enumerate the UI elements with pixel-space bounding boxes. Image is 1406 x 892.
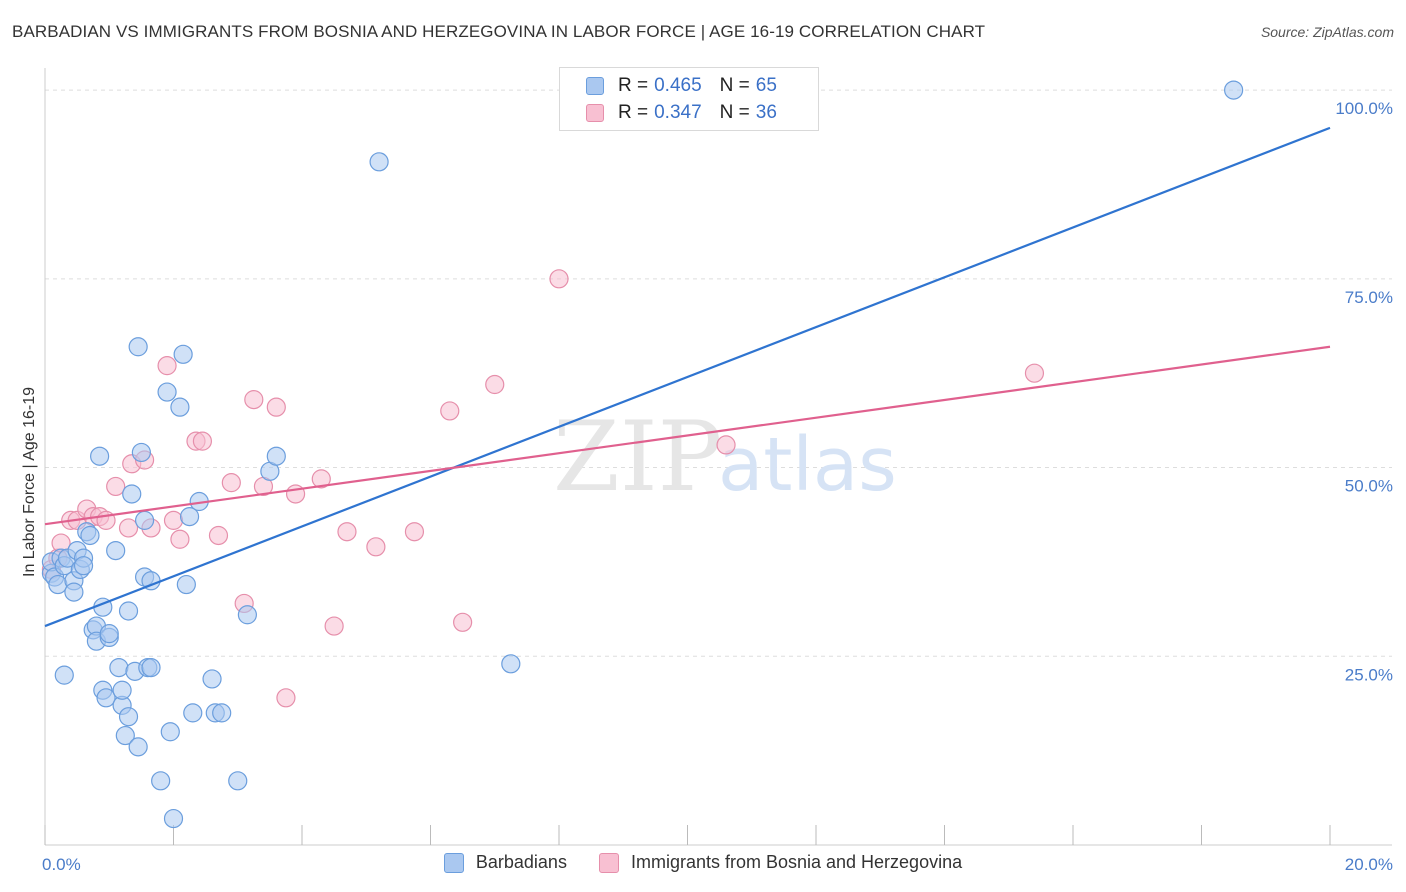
barbadian-point[interactable] — [170, 397, 190, 417]
bosnia-point[interactable] — [157, 356, 177, 376]
barbadian-point[interactable] — [118, 601, 139, 621]
bosnia-point[interactable] — [485, 374, 505, 395]
trend-line-bosnia — [44, 345, 1331, 526]
legend-label-bosnia: Immigrants from Bosnia and Herzegovina — [630, 852, 963, 872]
n-label: N = — [719, 75, 750, 96]
legend-label-barbadians: Barbadians — [475, 852, 567, 872]
bosnia-point[interactable] — [266, 397, 286, 417]
axes — [44, 68, 1392, 846]
r-label: R = — [618, 102, 649, 123]
n-label: N = — [719, 102, 750, 123]
y-tick-label: 50.0% — [1345, 477, 1393, 496]
legend-row-bosnia: R = 0.347 N = 36 — [586, 101, 777, 125]
n-value-bosnia: 36 — [755, 102, 777, 123]
barbadian-point[interactable] — [501, 654, 521, 674]
barbadian-point[interactable] — [176, 574, 196, 595]
r-value-bosnia: 0.347 — [654, 102, 702, 123]
r-label: R = — [618, 75, 649, 96]
y-axis-label: In Labor Force | Age 16-19 — [21, 387, 38, 577]
x-tick-label: 20.0% — [1345, 855, 1393, 874]
barbadian-point[interactable] — [131, 442, 151, 463]
bosnia-point[interactable] — [716, 435, 736, 455]
legend-item-barbadians[interactable]: Barbadians — [443, 852, 567, 873]
barbadian-point[interactable] — [266, 446, 286, 466]
bosnia-point[interactable] — [440, 401, 460, 421]
barbadian-point[interactable] — [128, 337, 148, 357]
chart-title: BARBADIAN VS IMMIGRANTS FROM BOSNIA AND … — [12, 22, 986, 41]
watermark-zip: ZIP — [553, 401, 722, 513]
x-tick-label: 0.0% — [42, 855, 81, 874]
barbadian-point[interactable] — [128, 737, 148, 757]
barbadian-point[interactable] — [151, 771, 171, 791]
bosnia-point[interactable] — [337, 522, 357, 542]
bosnia-point[interactable] — [221, 473, 241, 493]
pink-swatch-icon — [586, 104, 604, 122]
barbadian-point[interactable] — [54, 665, 74, 685]
pink-swatch-icon — [598, 852, 619, 873]
bosnia-point[interactable] — [404, 522, 425, 542]
bosnia-point[interactable] — [1024, 363, 1045, 383]
bosnia-point[interactable] — [366, 537, 386, 557]
barbadian-point[interactable] — [90, 446, 110, 466]
bosnia-point[interactable] — [244, 390, 264, 410]
legend-item-bosnia[interactable]: Immigrants from Bosnia and Herzegovina — [598, 852, 963, 873]
bosnia-point[interactable] — [118, 518, 139, 538]
barbadian-point[interactable] — [106, 540, 126, 561]
barbadian-point[interactable] — [369, 152, 389, 172]
bosnia-point[interactable] — [192, 431, 213, 451]
barbadian-point[interactable] — [73, 556, 94, 576]
barbadian-point[interactable] — [1224, 80, 1244, 100]
barbadian-point[interactable] — [112, 680, 132, 700]
legend-row-barbadians: R = 0.465 N = 65 — [586, 74, 777, 98]
barbadian-point[interactable] — [212, 703, 232, 723]
watermark-atlas: atlas — [718, 422, 897, 508]
bosnia-point[interactable] — [163, 510, 184, 530]
barbadian-point[interactable] — [109, 657, 129, 678]
barbadian-point[interactable] — [64, 582, 84, 602]
series-barbadians-points — [41, 80, 1244, 829]
bosnia-point[interactable] — [549, 269, 569, 289]
bosnia-point[interactable] — [276, 688, 296, 708]
bosnia-point[interactable] — [311, 469, 331, 489]
y-tick-label: 75.0% — [1345, 288, 1393, 307]
n-value-barbadians: 65 — [755, 75, 777, 96]
barbadian-point[interactable] — [80, 525, 100, 546]
stats-legend: R = 0.465 N = 65 R = 0.347 N = 36 — [559, 67, 819, 131]
trend-line-barbadians — [44, 126, 1331, 628]
watermark: ZIP atlas — [553, 401, 897, 513]
barbadian-point[interactable] — [48, 574, 68, 595]
bosnia-point[interactable] — [106, 476, 126, 497]
bosnia-point[interactable] — [324, 616, 344, 636]
barbadian-point[interactable] — [99, 624, 119, 644]
barbadian-point[interactable] — [179, 507, 200, 527]
barbadian-point[interactable] — [163, 808, 184, 829]
y-tick-label: 25.0% — [1345, 665, 1393, 684]
barbadian-point[interactable] — [118, 707, 139, 727]
series-legend: Barbadians Immigrants from Bosnia and He… — [0, 852, 1406, 873]
barbadian-point[interactable] — [237, 605, 257, 625]
barbadian-point[interactable] — [115, 725, 135, 746]
barbadian-point[interactable] — [141, 657, 161, 678]
barbadian-point[interactable] — [202, 669, 222, 689]
barbadian-point[interactable] — [183, 703, 203, 723]
blue-swatch-icon — [443, 852, 464, 873]
tick-labels: 25.0% 50.0% 75.0% 100.0% 0.0% 20.0% — [42, 99, 1393, 874]
barbadian-point[interactable] — [228, 771, 248, 791]
y-tick-label: 100.0% — [1335, 99, 1393, 118]
barbadian-point[interactable] — [96, 688, 116, 708]
barbadian-point[interactable] — [134, 510, 155, 530]
blue-swatch-icon — [586, 77, 604, 95]
grid-lines — [45, 89, 1392, 657]
barbadian-point[interactable] — [160, 722, 180, 742]
trend-lines — [44, 126, 1331, 628]
barbadian-point[interactable] — [122, 484, 142, 504]
bosnia-point[interactable] — [170, 529, 190, 549]
source-credit: Source: ZipAtlas.com — [1260, 24, 1394, 40]
r-value-barbadians: 0.465 — [654, 75, 702, 96]
barbadian-point[interactable] — [173, 344, 193, 364]
bosnia-point[interactable] — [208, 525, 229, 546]
barbadian-point[interactable] — [157, 382, 177, 402]
bosnia-point[interactable] — [453, 612, 473, 632]
